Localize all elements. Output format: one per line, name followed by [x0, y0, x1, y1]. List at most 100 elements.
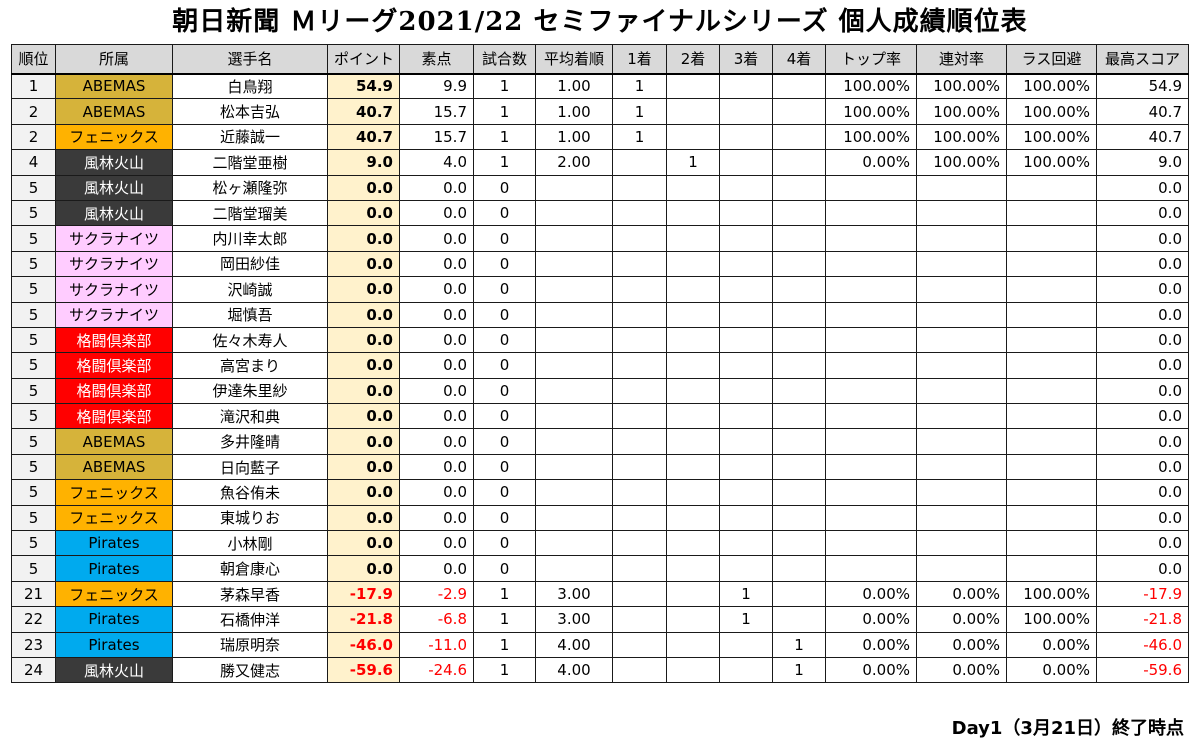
- last-avoid-cell: [1006, 352, 1097, 379]
- points-cell: 0.0: [327, 403, 400, 430]
- avg-place-cell: [535, 352, 613, 379]
- rank-cell: 5: [11, 225, 56, 252]
- third-count-cell: 1: [719, 606, 773, 633]
- rank-cell: 2: [11, 123, 56, 151]
- points-cell: 0.0: [327, 555, 400, 582]
- avg-place-cell: 1.00: [535, 123, 613, 151]
- top-rate-cell: [825, 377, 917, 405]
- top-rate-cell: [825, 301, 917, 328]
- player-name-cell: 松本吉弘: [172, 98, 328, 125]
- points-cell: 0.0: [327, 453, 400, 481]
- second-count-cell: [666, 403, 720, 430]
- last-avoid-cell: [1006, 530, 1097, 557]
- top-rate-cell: 0.00%: [825, 606, 917, 633]
- first-count-cell: [612, 149, 667, 176]
- raw-score-cell: 0.0: [399, 276, 474, 303]
- last-avoid-cell: 0.00%: [1006, 631, 1097, 658]
- team-cell: フェニックス: [55, 580, 173, 608]
- player-name-cell: 高宮まり: [172, 352, 328, 379]
- points-cell: 0.0: [327, 199, 400, 227]
- third-count-cell: [719, 326, 773, 354]
- third-count-cell: [719, 276, 773, 303]
- rentai-rate-cell: 100.00%: [916, 72, 1007, 100]
- games-cell: 0: [473, 301, 536, 328]
- rentai-rate-cell: [916, 428, 1007, 455]
- table-header-row: 順位 所属 選手名 ポイント 素点 試合数 平均着順 1着 2着 3着 4着 トップ率 連対率 ラス回避最…: [11, 44, 1189, 75]
- third-count-cell: [719, 301, 773, 328]
- player-name-cell: 瑞原明奈: [172, 631, 328, 658]
- avg-place-cell: 3.00: [535, 580, 613, 608]
- table-row: 22 Pirates 石橋伸洋 -21.8 -6.8 1 3.00 1 0.00% 0.00% 10…: [11, 606, 1189, 633]
- rentai-rate-cell: [916, 352, 1007, 379]
- best-score-cell: 0.0: [1096, 479, 1189, 506]
- points-cell: -21.8: [327, 606, 400, 633]
- team-cell: 風林火山: [55, 149, 173, 176]
- raw-score-cell: 0.0: [399, 504, 474, 532]
- fourth-count-cell: [772, 555, 826, 582]
- points-cell: 0.0: [327, 326, 400, 354]
- rentai-rate-cell: [916, 301, 1007, 328]
- table-row: 5 格闘倶楽部 高宮まり 0.0 0.0 0 0.0: [11, 352, 1189, 379]
- third-count-cell: [719, 656, 773, 684]
- fourth-count-cell: [772, 326, 826, 354]
- raw-score-cell: 0.0: [399, 428, 474, 455]
- rentai-rate-cell: [916, 174, 1007, 201]
- best-score-cell: 0.0: [1096, 301, 1189, 328]
- top-rate-cell: 100.00%: [825, 98, 917, 125]
- last-avoid-cell: [1006, 377, 1097, 405]
- raw-score-cell: 0.0: [399, 301, 474, 328]
- table-row: 5 Pirates 小林剛 0.0 0.0 0 0.0: [11, 530, 1189, 557]
- first-count-cell: [612, 276, 667, 303]
- fourth-count-cell: [772, 504, 826, 532]
- header-rentai-rate: 連対率: [916, 44, 1007, 75]
- first-count-cell: [612, 377, 667, 405]
- last-avoid-cell: [1006, 199, 1097, 227]
- header-team: 所属: [55, 44, 173, 75]
- player-name-cell: 茅森早香: [172, 580, 328, 608]
- team-cell: フェニックス: [55, 504, 173, 532]
- best-score-cell: 40.7: [1096, 123, 1189, 151]
- fourth-count-cell: [772, 352, 826, 379]
- raw-score-cell: 0.0: [399, 225, 474, 252]
- points-cell: -46.0: [327, 631, 400, 658]
- table-row: 5 サクラナイツ 岡田紗佳 0.0 0.0 0 0.0: [11, 250, 1189, 278]
- avg-place-cell: [535, 377, 613, 405]
- third-count-cell: [719, 479, 773, 506]
- top-rate-cell: [825, 504, 917, 532]
- second-count-cell: [666, 453, 720, 481]
- table-row: 5 風林火山 松ヶ瀬隆弥 0.0 0.0 0 0.0: [11, 174, 1189, 201]
- third-count-cell: [719, 72, 773, 100]
- points-cell: 40.7: [327, 98, 400, 125]
- avg-place-cell: 3.00: [535, 606, 613, 633]
- header-last-avoid: ラス回避: [1006, 44, 1097, 75]
- team-cell: Pirates: [55, 606, 173, 633]
- raw-score-cell: -24.6: [399, 656, 474, 684]
- header-1st: 1着: [612, 44, 667, 75]
- rentai-rate-cell: 0.00%: [916, 631, 1007, 658]
- rentai-rate-cell: [916, 403, 1007, 430]
- player-name-cell: 東城りお: [172, 504, 328, 532]
- second-count-cell: [666, 606, 720, 633]
- rentai-rate-cell: [916, 326, 1007, 354]
- points-cell: 0.0: [327, 301, 400, 328]
- fourth-count-cell: 1: [772, 656, 826, 684]
- team-cell: ABEMAS: [55, 72, 173, 100]
- player-name-cell: 滝沢和典: [172, 403, 328, 430]
- first-count-cell: [612, 403, 667, 430]
- third-count-cell: [719, 453, 773, 481]
- rank-cell: 4: [11, 149, 56, 176]
- raw-score-cell: 0.0: [399, 530, 474, 557]
- header-2nd: 2着: [666, 44, 720, 75]
- games-cell: 0: [473, 174, 536, 201]
- raw-score-cell: -6.8: [399, 606, 474, 633]
- first-count-cell: [612, 250, 667, 278]
- last-avoid-cell: 100.00%: [1006, 98, 1097, 125]
- games-cell: 0: [473, 276, 536, 303]
- table-row: 24 風林火山 勝又健志 -59.6 -24.6 1 4.00 1 0.00% 0.00% 0.00…: [11, 656, 1189, 684]
- points-cell: 0.0: [327, 225, 400, 252]
- rentai-rate-cell: [916, 504, 1007, 532]
- best-score-cell: -21.8: [1096, 606, 1189, 633]
- rank-cell: 5: [11, 555, 56, 582]
- points-cell: 9.0: [327, 149, 400, 176]
- header-best-score: 最高スコア: [1096, 44, 1189, 75]
